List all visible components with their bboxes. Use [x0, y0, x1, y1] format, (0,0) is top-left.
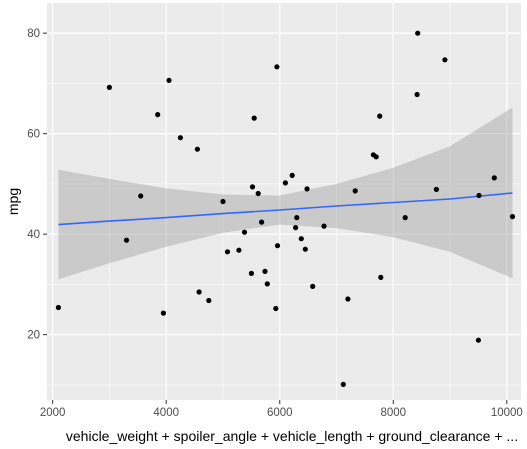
- data-point: [123, 237, 130, 243]
- data-point: [55, 304, 62, 311]
- data-point: [509, 214, 516, 220]
- data-point: [491, 175, 497, 181]
- data-point: [224, 249, 231, 255]
- major-gridlines: [47, 3, 521, 400]
- data-point: [442, 57, 448, 63]
- data-point: [302, 246, 308, 252]
- data-point: [414, 91, 420, 98]
- y-axis-title: mpg: [5, 188, 21, 215]
- x-tick-label: 2000: [40, 407, 66, 419]
- data-point: [340, 381, 346, 387]
- data-point: [177, 135, 183, 141]
- data-point: [321, 223, 327, 229]
- data-point: [220, 198, 226, 205]
- y-tick-label: 20: [27, 330, 40, 342]
- data-point: [298, 236, 304, 242]
- data-point: [310, 283, 316, 289]
- data-point: [251, 115, 257, 121]
- data-point: [352, 188, 358, 194]
- data-point: [248, 270, 254, 276]
- data-point: [236, 247, 242, 253]
- confidence-band: [58, 107, 513, 280]
- data-point: [433, 186, 439, 192]
- data-point: [402, 215, 408, 221]
- y-axis-ticks: 20 40 60 80: [27, 28, 47, 342]
- data-point: [294, 215, 300, 221]
- data-point: [155, 112, 161, 118]
- data-point: [274, 64, 280, 70]
- data-point: [282, 180, 288, 186]
- data-point: [304, 186, 310, 192]
- data-point: [293, 225, 299, 231]
- data-point: [475, 337, 481, 343]
- data-point: [160, 310, 166, 316]
- y-tick-label: 80: [27, 28, 40, 40]
- data-point: [274, 243, 281, 249]
- data-point: [262, 268, 268, 274]
- x-tick-label: 10000: [491, 407, 523, 419]
- y-tick-label: 60: [27, 129, 40, 141]
- data-point: [273, 305, 279, 312]
- data-point: [138, 193, 144, 199]
- data-point: [264, 281, 270, 287]
- data-point: [194, 146, 200, 152]
- x-tick-label: 4000: [153, 407, 179, 419]
- data-point: [259, 219, 265, 225]
- data-point: [289, 172, 295, 178]
- data-point: [255, 190, 261, 197]
- data-point: [377, 113, 383, 119]
- plot-panel: [47, 3, 521, 400]
- data-point: [166, 77, 172, 83]
- x-tick-label: 6000: [267, 407, 293, 419]
- data-point: [249, 184, 256, 190]
- x-tick-label: 8000: [380, 407, 406, 419]
- data-point: [373, 154, 379, 160]
- data-points: [55, 30, 516, 387]
- data-point: [106, 84, 112, 90]
- data-point: [415, 30, 421, 36]
- x-axis-ticks: 2000 4000 6000 8000 10000: [40, 400, 523, 419]
- data-point: [476, 192, 482, 199]
- data-point: [196, 289, 202, 295]
- data-point: [345, 296, 351, 302]
- data-point: [206, 297, 212, 304]
- x-axis-title: vehicle_weight + spoiler_angle + vehicle…: [66, 428, 518, 444]
- data-point: [241, 229, 248, 235]
- trend-line: [58, 192, 513, 226]
- y-tick-label: 40: [27, 229, 40, 241]
- data-point: [378, 274, 384, 280]
